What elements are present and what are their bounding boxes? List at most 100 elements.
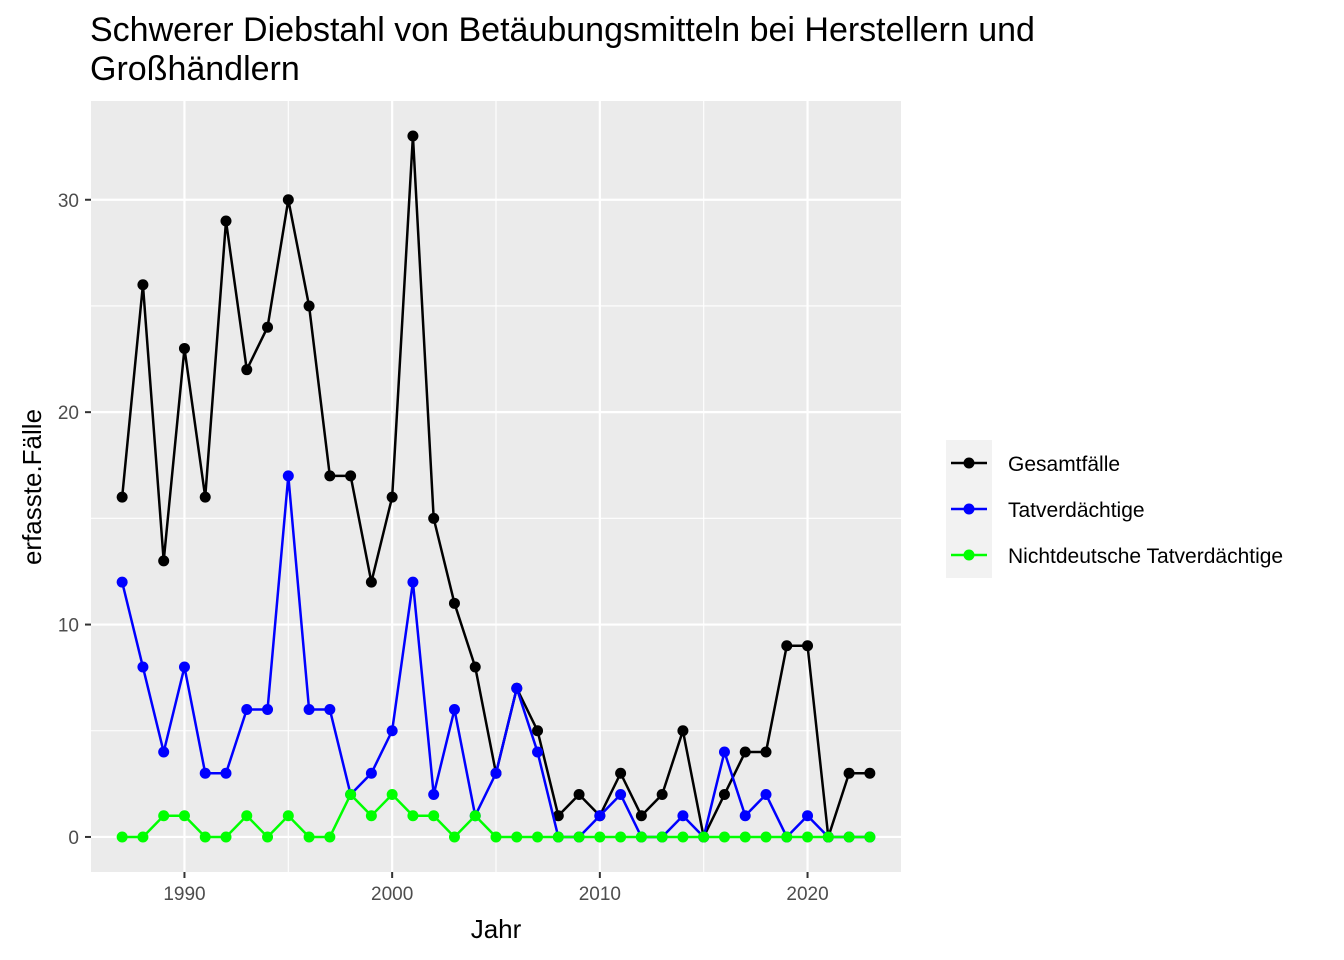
legend-key-point [963, 503, 975, 515]
series-3-point [178, 810, 190, 822]
series-1-point [303, 300, 315, 312]
series-3-point [345, 788, 357, 800]
series-2-point [220, 767, 232, 779]
series-1-point [615, 767, 627, 779]
series-3-point [324, 831, 336, 843]
series-3-point [199, 831, 211, 843]
series-1-point [656, 788, 668, 800]
series-3-point [594, 831, 606, 843]
series-1-point [718, 788, 730, 800]
y-tick-label: 0 [68, 828, 79, 849]
series-1-point [469, 661, 481, 673]
series-3-point [303, 831, 315, 843]
series-2-point [158, 746, 170, 758]
series-1-point [448, 597, 460, 609]
series-3-point [158, 810, 170, 822]
series-1-point [573, 788, 585, 800]
series-3-point [802, 831, 814, 843]
series-1-point [532, 725, 544, 737]
series-2-point [511, 682, 523, 694]
series-1-point [220, 215, 232, 227]
series-2-point [386, 725, 398, 737]
series-3-point [490, 831, 502, 843]
series-2-point [760, 788, 772, 800]
x-tick-label: 2010 [579, 884, 621, 905]
series-3-point [718, 831, 730, 843]
series-2-point [241, 704, 253, 716]
series-1-point [178, 342, 190, 354]
series-2-point [365, 767, 377, 779]
series-2-point [407, 576, 419, 588]
series-2-point [116, 576, 128, 588]
series-2-point [282, 470, 294, 482]
series-layer [116, 130, 876, 843]
series-1-point [635, 810, 647, 822]
series-3-point [511, 831, 523, 843]
legend-key-point [963, 549, 975, 561]
series-3-point [656, 831, 668, 843]
series-1-point [843, 767, 855, 779]
series-3-point [552, 831, 564, 843]
series-3-point [262, 831, 274, 843]
series-3-point [116, 831, 128, 843]
x-tick-label: 1990 [163, 884, 205, 905]
series-2-point [199, 767, 211, 779]
y-tick-label: 10 [58, 616, 79, 637]
axes-layer: 1990 2000 2010 2020 0 10 20 30 [58, 191, 829, 905]
legend-label: Nichtdeutsche Tatverdächtige [1008, 545, 1283, 568]
series-2-point [677, 810, 689, 822]
series-1-point [282, 194, 294, 206]
series-2-point [262, 704, 274, 716]
chart-title-line-1: Schwerer Diebstahl von Betäubungsmitteln… [90, 11, 1035, 49]
series-2-point [178, 661, 190, 673]
grid-minor [91, 101, 901, 872]
series-2-point [490, 767, 502, 779]
series-3-point [573, 831, 585, 843]
series-3-point [864, 831, 876, 843]
series-2-point [532, 746, 544, 758]
series-1-point [739, 746, 751, 758]
series-2-point [718, 746, 730, 758]
y-axis-title: erfasste.Fälle [17, 409, 47, 565]
series-3-point [739, 831, 751, 843]
series-3-point [781, 831, 793, 843]
series-1-point [386, 491, 398, 503]
series-2-point [802, 810, 814, 822]
series-1-point [781, 640, 793, 652]
y-tick-label: 30 [58, 191, 79, 212]
series-3-point [760, 831, 772, 843]
series-2-point [448, 704, 460, 716]
series-1-point [199, 491, 211, 503]
series-3-point [469, 810, 481, 822]
legend-label: Gesamtfälle [1008, 453, 1120, 476]
series-1-point [262, 321, 274, 333]
series-2-point [615, 788, 627, 800]
series-2-point [428, 788, 440, 800]
series-3-point [386, 788, 398, 800]
x-tick-label: 2000 [371, 884, 413, 905]
series-2-point [137, 661, 149, 673]
series-1-point [241, 364, 253, 376]
series-2-point [303, 704, 315, 716]
series-2-point [594, 810, 606, 822]
series-3-point [635, 831, 647, 843]
x-axis-title: Jahr [471, 914, 522, 944]
series-1-point [864, 767, 876, 779]
series-3-point [615, 831, 627, 843]
series-1-point [365, 576, 377, 588]
series-3-point [822, 831, 834, 843]
series-3-point [241, 810, 253, 822]
series-1-point [760, 746, 772, 758]
series-1-point [345, 470, 357, 482]
legend: Gesamtfälle Tatverdächtige Nichtdeutsche T… [946, 440, 1283, 578]
series-2-point [739, 810, 751, 822]
chart-title-line-2: Großhändlern [90, 50, 300, 88]
series-3-point [448, 831, 460, 843]
series-1-point [428, 512, 440, 524]
series-1-point [677, 725, 689, 737]
series-3-point [677, 831, 689, 843]
series-3-point [698, 831, 710, 843]
series-3-point [843, 831, 855, 843]
series-1-point [407, 130, 419, 142]
